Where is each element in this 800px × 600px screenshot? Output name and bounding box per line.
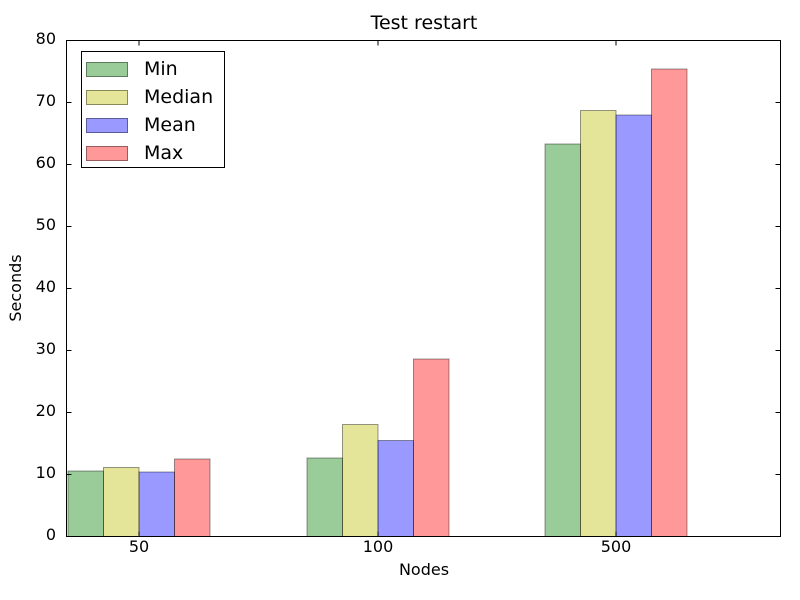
y-tick-label-60: 60 bbox=[35, 152, 56, 172]
x-tick-label-100: 100 bbox=[362, 537, 394, 556]
bar-max-50 bbox=[174, 458, 211, 537]
legend-swatch-min bbox=[86, 61, 128, 77]
bar-median-50 bbox=[103, 467, 140, 537]
legend-label-mean: Mean bbox=[144, 114, 196, 136]
bar-min-100 bbox=[306, 457, 343, 538]
bar-median-100 bbox=[342, 423, 379, 537]
legend-label-max: Max bbox=[144, 142, 184, 164]
x-tick-label-50: 50 bbox=[128, 537, 150, 556]
chart-title: Test restart bbox=[370, 12, 478, 34]
bar-min-500 bbox=[544, 143, 581, 537]
bar-max-100 bbox=[413, 358, 450, 537]
y-tick-label-30: 30 bbox=[35, 338, 56, 358]
bar-min-50 bbox=[67, 470, 104, 537]
legend-label-min: Min bbox=[144, 58, 178, 80]
y-tick-label-10: 10 bbox=[35, 462, 56, 482]
x-axis-label: Nodes bbox=[398, 560, 450, 579]
y-tick-label-50: 50 bbox=[35, 214, 56, 234]
legend-item-max: Max bbox=[82, 139, 224, 167]
y-tick-label-0: 0 bbox=[45, 524, 56, 544]
y-tick-label-20: 20 bbox=[35, 400, 56, 420]
y-tick-label-40: 40 bbox=[35, 276, 56, 296]
x-tick-label-500: 500 bbox=[600, 537, 632, 556]
y-tick-label-70: 70 bbox=[35, 90, 56, 110]
legend-item-min: Min bbox=[82, 55, 224, 83]
legend-swatch-mean bbox=[86, 117, 128, 133]
bar-mean-100 bbox=[377, 439, 414, 537]
y-tick-label-80: 80 bbox=[35, 28, 56, 48]
bar-max-500 bbox=[651, 68, 688, 538]
bar-mean-50 bbox=[138, 471, 175, 537]
legend: Min Median Mean Max bbox=[81, 51, 225, 168]
legend-swatch-median bbox=[86, 89, 128, 105]
legend-item-mean: Mean bbox=[82, 111, 224, 139]
legend-label-median: Median bbox=[144, 86, 214, 108]
bar-median-500 bbox=[580, 110, 617, 537]
legend-swatch-max bbox=[86, 145, 128, 161]
bar-mean-500 bbox=[615, 114, 652, 538]
legend-item-median: Median bbox=[82, 83, 224, 111]
